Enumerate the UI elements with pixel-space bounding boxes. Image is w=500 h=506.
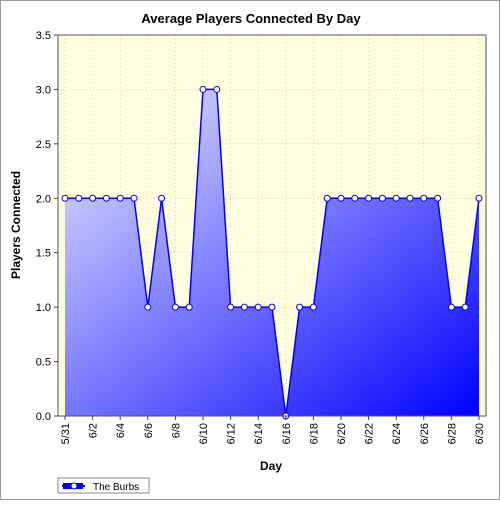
data-point	[144, 303, 152, 311]
data-point	[406, 194, 414, 202]
y-tick-label: 0.0	[36, 411, 51, 423]
data-point	[130, 194, 138, 202]
data-point	[61, 194, 69, 202]
x-tick-label: 6/14	[253, 423, 265, 444]
data-point	[268, 303, 276, 311]
series-area	[65, 89, 479, 416]
y-tick-label: 2.5	[36, 139, 51, 151]
data-point	[75, 194, 83, 202]
data-point	[461, 303, 469, 311]
x-tick-label: 6/24	[391, 423, 403, 444]
y-tick-label: 2.0	[36, 193, 51, 205]
data-point	[116, 194, 124, 202]
axes	[57, 34, 487, 417]
y-tick-label: 1.0	[36, 302, 51, 314]
legend-marker	[70, 482, 78, 490]
x-tick-label: 6/28	[446, 423, 458, 444]
data-point	[102, 194, 110, 202]
x-tick-label: 6/26	[419, 423, 431, 444]
x-tick-label: 6/20	[336, 423, 348, 444]
y-tick-label: 0.5	[36, 357, 51, 369]
data-point	[171, 303, 179, 311]
x-tick-label: 6/16	[281, 423, 293, 444]
data-point	[254, 303, 262, 311]
x-tick-label: 6/30	[474, 423, 486, 444]
y-tick-label: 3.5	[36, 30, 51, 42]
data-point	[89, 194, 97, 202]
series-markers	[61, 85, 483, 420]
data-point	[475, 194, 483, 202]
data-point	[158, 194, 166, 202]
data-point	[420, 194, 428, 202]
x-tick-label: 6/6	[143, 423, 155, 438]
x-tick-label: 6/22	[364, 423, 376, 444]
legend: The Burbs	[57, 477, 150, 494]
y-tick-label: 1.5	[36, 248, 51, 260]
legend-box	[57, 477, 150, 494]
x-tick-label: 6/2	[88, 423, 100, 438]
data-point	[309, 303, 317, 311]
plot-border	[57, 34, 487, 417]
y-axis-ticks: 0.0 0.5 1.0 1.5 2.0 2.5 3.0 3.5	[36, 30, 58, 423]
data-point	[365, 194, 373, 202]
data-point	[447, 303, 455, 311]
y-tick-label: 3.0	[36, 84, 51, 96]
x-tick-label: 6/4	[115, 423, 127, 438]
x-tick-label: 5/31	[60, 423, 72, 444]
data-point	[351, 194, 359, 202]
data-point	[227, 303, 235, 311]
data-point	[213, 85, 221, 93]
data-point	[240, 303, 248, 311]
data-point	[323, 194, 331, 202]
data-point	[378, 194, 386, 202]
y-axis-label: Players Connected	[9, 171, 23, 279]
data-point	[296, 303, 304, 311]
x-tick-label: 6/18	[308, 423, 320, 444]
x-axis-label: Day	[260, 459, 282, 473]
data-point	[392, 194, 400, 202]
x-axis-ticks: 5/31 6/2 6/4 6/6 6/8 6/10 6/12 6/14 6/16 6/18 6/20…	[60, 416, 486, 444]
data-point	[199, 85, 207, 93]
x-tick-label: 6/8	[170, 423, 182, 438]
data-point	[185, 303, 193, 311]
data-point	[337, 194, 345, 202]
chart-title: Average Players Connected By Day	[141, 11, 361, 26]
data-point	[434, 194, 442, 202]
x-tick-label: 6/10	[198, 423, 210, 444]
x-tick-label: 6/12	[226, 423, 238, 444]
legend-series-name: The Burbs	[93, 482, 139, 493]
